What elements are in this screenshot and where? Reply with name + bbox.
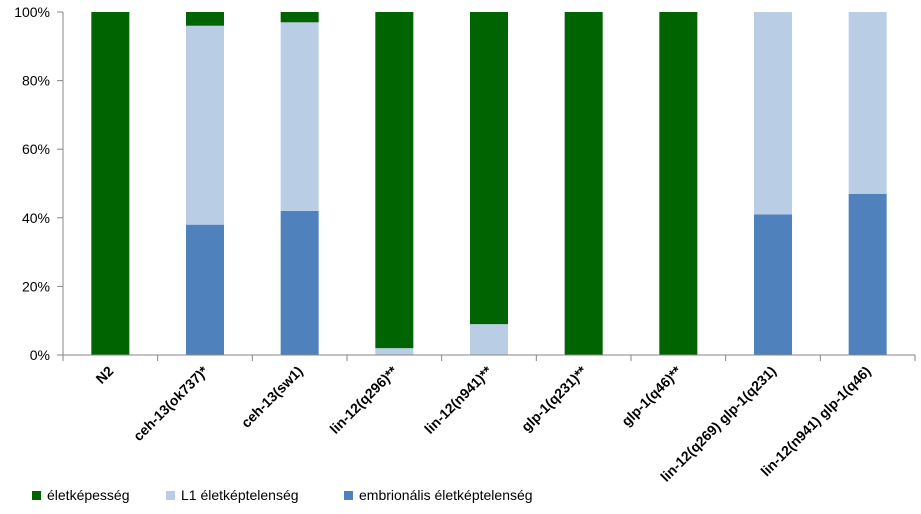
x-tick-label: glp-1(q46)** [618,362,685,429]
bar-segment [375,348,414,355]
y-tick-label: 20% [22,278,50,294]
bar-segment [470,324,508,355]
x-tick-label: lin-12(n941)** [421,362,495,436]
x-tick-label: glp-1(q231)** [518,362,590,434]
y-tick-label: 40% [22,210,50,226]
bar-segment [186,25,224,225]
y-tick-label: 80% [22,73,50,89]
bar-segment [848,12,887,194]
legend: életképesség L1 életképtelenség embrionáli… [32,487,533,503]
bar-segment [186,12,224,26]
x-tick-label: lin-12(n941) glp-1(q46) [757,363,873,479]
y-axis: 0% 20% 40% 60% 80% 100% [14,4,64,363]
x-tick-label: ceh-13(ok737)* [130,362,212,444]
legend-swatch [32,491,41,500]
bar-segment [659,12,698,355]
bar-segment [375,12,414,349]
bar-segment [280,12,319,23]
x-tick-label: ceh-13(sw1) [238,363,306,431]
y-tick-label: 100% [14,4,50,20]
bars [91,12,887,355]
legend-label: életképesség [47,487,130,503]
legend-label: embrionális életképtelenség [359,487,533,503]
bar-segment [564,12,603,355]
legend-swatch [344,491,353,500]
bar-segment [848,193,887,355]
legend-label: L1 életképtelenség [181,487,299,503]
bar-segment [186,224,224,355]
bar-segment [280,22,319,211]
bar-segment [91,12,130,355]
x-tick-label: lin-12(q296)** [326,362,400,436]
bar-segment [754,214,792,355]
legend-swatch [166,491,175,500]
x-tick-label: N2 [92,363,116,387]
bar-segment [754,12,792,215]
x-axis: N2 ceh-13(ok737)* ceh-13(sw1) lin-12(q296)*… [62,354,916,485]
bar-segment [280,210,319,355]
y-tick-label: 0% [30,347,50,363]
bar-segment [470,12,508,325]
y-tick-label: 60% [22,141,50,157]
